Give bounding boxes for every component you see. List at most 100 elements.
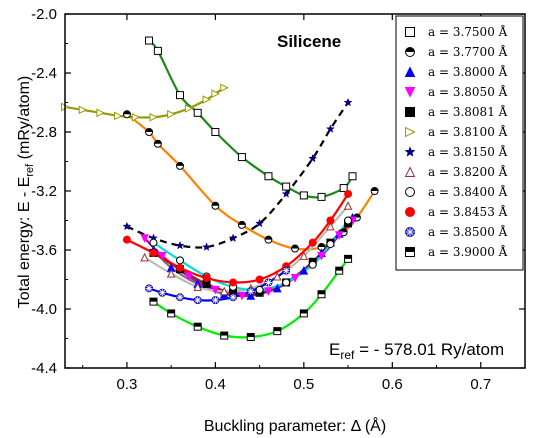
data-point: [193, 296, 202, 305]
series-markers-11: [149, 254, 353, 342]
y-tick-label: -4.4: [31, 360, 57, 377]
data-point: [308, 153, 318, 163]
series-markers-5: [61, 83, 229, 122]
data-point: [220, 83, 229, 93]
data-point: [149, 248, 158, 257]
data-point: [145, 36, 154, 45]
data-point: [308, 238, 317, 247]
data-point: [255, 275, 264, 284]
legend-label: a = 3.8453 Å: [428, 204, 508, 219]
chart-title: Silicene: [277, 32, 341, 51]
data-point: [335, 266, 344, 275]
data-point: [299, 266, 309, 275]
data-point: [264, 235, 273, 244]
data-point: [317, 290, 326, 299]
data-point: [122, 221, 132, 231]
data-point: [317, 192, 326, 201]
annotation-subscript: ref: [340, 348, 355, 362]
series-lines-layer: [64, 39, 376, 339]
x-tick-label: 0.5: [293, 376, 314, 393]
data-point: [114, 111, 123, 121]
data-point: [237, 153, 246, 162]
data-point: [255, 218, 265, 228]
legend-marker: [404, 166, 416, 177]
data-point: [149, 112, 159, 122]
data-point: [211, 89, 221, 98]
data-point: [281, 189, 291, 198]
legend-label: a = 3.8081 Å: [428, 104, 508, 119]
legend-entry: a = 3.8150 Å: [404, 144, 508, 159]
axes-layer: 0.3 0.4 0.5 0.6 0.7 -4.4 -4.0 -3.6 -3.2 -2.8 -2.4 -…: [31, 6, 526, 393]
data-point: [272, 283, 282, 293]
data-point: [344, 189, 353, 198]
data-point: [299, 309, 308, 318]
legend-marker: [405, 47, 415, 57]
data-point: [211, 128, 220, 136]
data-point: [193, 322, 202, 331]
data-point: [229, 278, 238, 287]
data-point: [176, 293, 184, 302]
data-point: [343, 97, 353, 107]
data-point: [184, 104, 194, 113]
data-point: [193, 282, 203, 291]
series-line-0: [148, 39, 354, 199]
data-point: [370, 187, 379, 195]
data-point: [140, 252, 149, 262]
legend-label: a = 3.8400 Å: [428, 184, 508, 199]
legend-entry: a = 3.8100 Å: [405, 124, 508, 139]
data-point: [176, 256, 184, 265]
data-point: [344, 216, 353, 225]
data-point: [344, 254, 353, 263]
data-point: [175, 240, 185, 250]
series-markers-layer: [61, 36, 379, 342]
data-point: [211, 201, 220, 210]
legend-label: a = 3.8100 Å: [428, 124, 508, 139]
data-point: [202, 274, 211, 283]
data-point: [145, 284, 154, 293]
x-axis-title: Buckling parameter: Δ (Å): [204, 416, 386, 435]
legend-label: a = 3.9000 Å: [428, 244, 508, 259]
data-point: [237, 291, 247, 301]
data-point: [291, 244, 299, 253]
legend-label: a = 3.8150 Å: [428, 144, 508, 159]
y-tick-label: -2.8: [31, 124, 57, 141]
data-point: [299, 251, 309, 260]
data-point: [325, 124, 335, 133]
legend-label: a = 3.7700 Å: [428, 44, 508, 59]
data-point: [264, 278, 273, 287]
data-point: [348, 172, 357, 181]
data-point: [219, 286, 229, 296]
legend-box: [395, 15, 524, 271]
data-point: [246, 287, 255, 296]
data-point: [122, 110, 131, 119]
data-point: [228, 233, 238, 243]
x-tick-label: 0.4: [205, 376, 226, 393]
data-point: [339, 184, 348, 193]
data-point: [308, 260, 317, 269]
legend-marker: [405, 227, 415, 237]
x-tick-label: 0.6: [382, 376, 403, 393]
series-markers-1: [122, 110, 379, 253]
legend-marker: [404, 66, 416, 77]
series-line-6: [126, 101, 350, 249]
data-point: [272, 271, 282, 281]
data-point: [264, 172, 273, 181]
data-point: [193, 108, 202, 117]
data-point: [246, 333, 255, 342]
reference-energy-annotation: Eref = - 578.01 Ry/atom: [329, 340, 504, 362]
data-point: [246, 291, 256, 300]
data-point: [326, 216, 335, 225]
legend-marker: [405, 247, 415, 257]
legend-marker: [404, 87, 416, 98]
legend-marker: [405, 207, 415, 217]
y-axis-title-tail: (mRy/atom): [16, 76, 33, 164]
data-point: [153, 139, 162, 148]
series-markers-3: [140, 216, 357, 301]
legend-label: a = 3.8500 Å: [428, 224, 508, 239]
x-tick-label: 0.7: [470, 376, 491, 393]
legend-marker: [405, 187, 415, 197]
legend-label: a = 3.7500 Å: [428, 24, 508, 39]
y-tick-label: -2.4: [31, 65, 57, 82]
legend-entry: a = 3.8050 Å: [404, 84, 508, 99]
y-tick-label: -4.0: [31, 301, 57, 318]
